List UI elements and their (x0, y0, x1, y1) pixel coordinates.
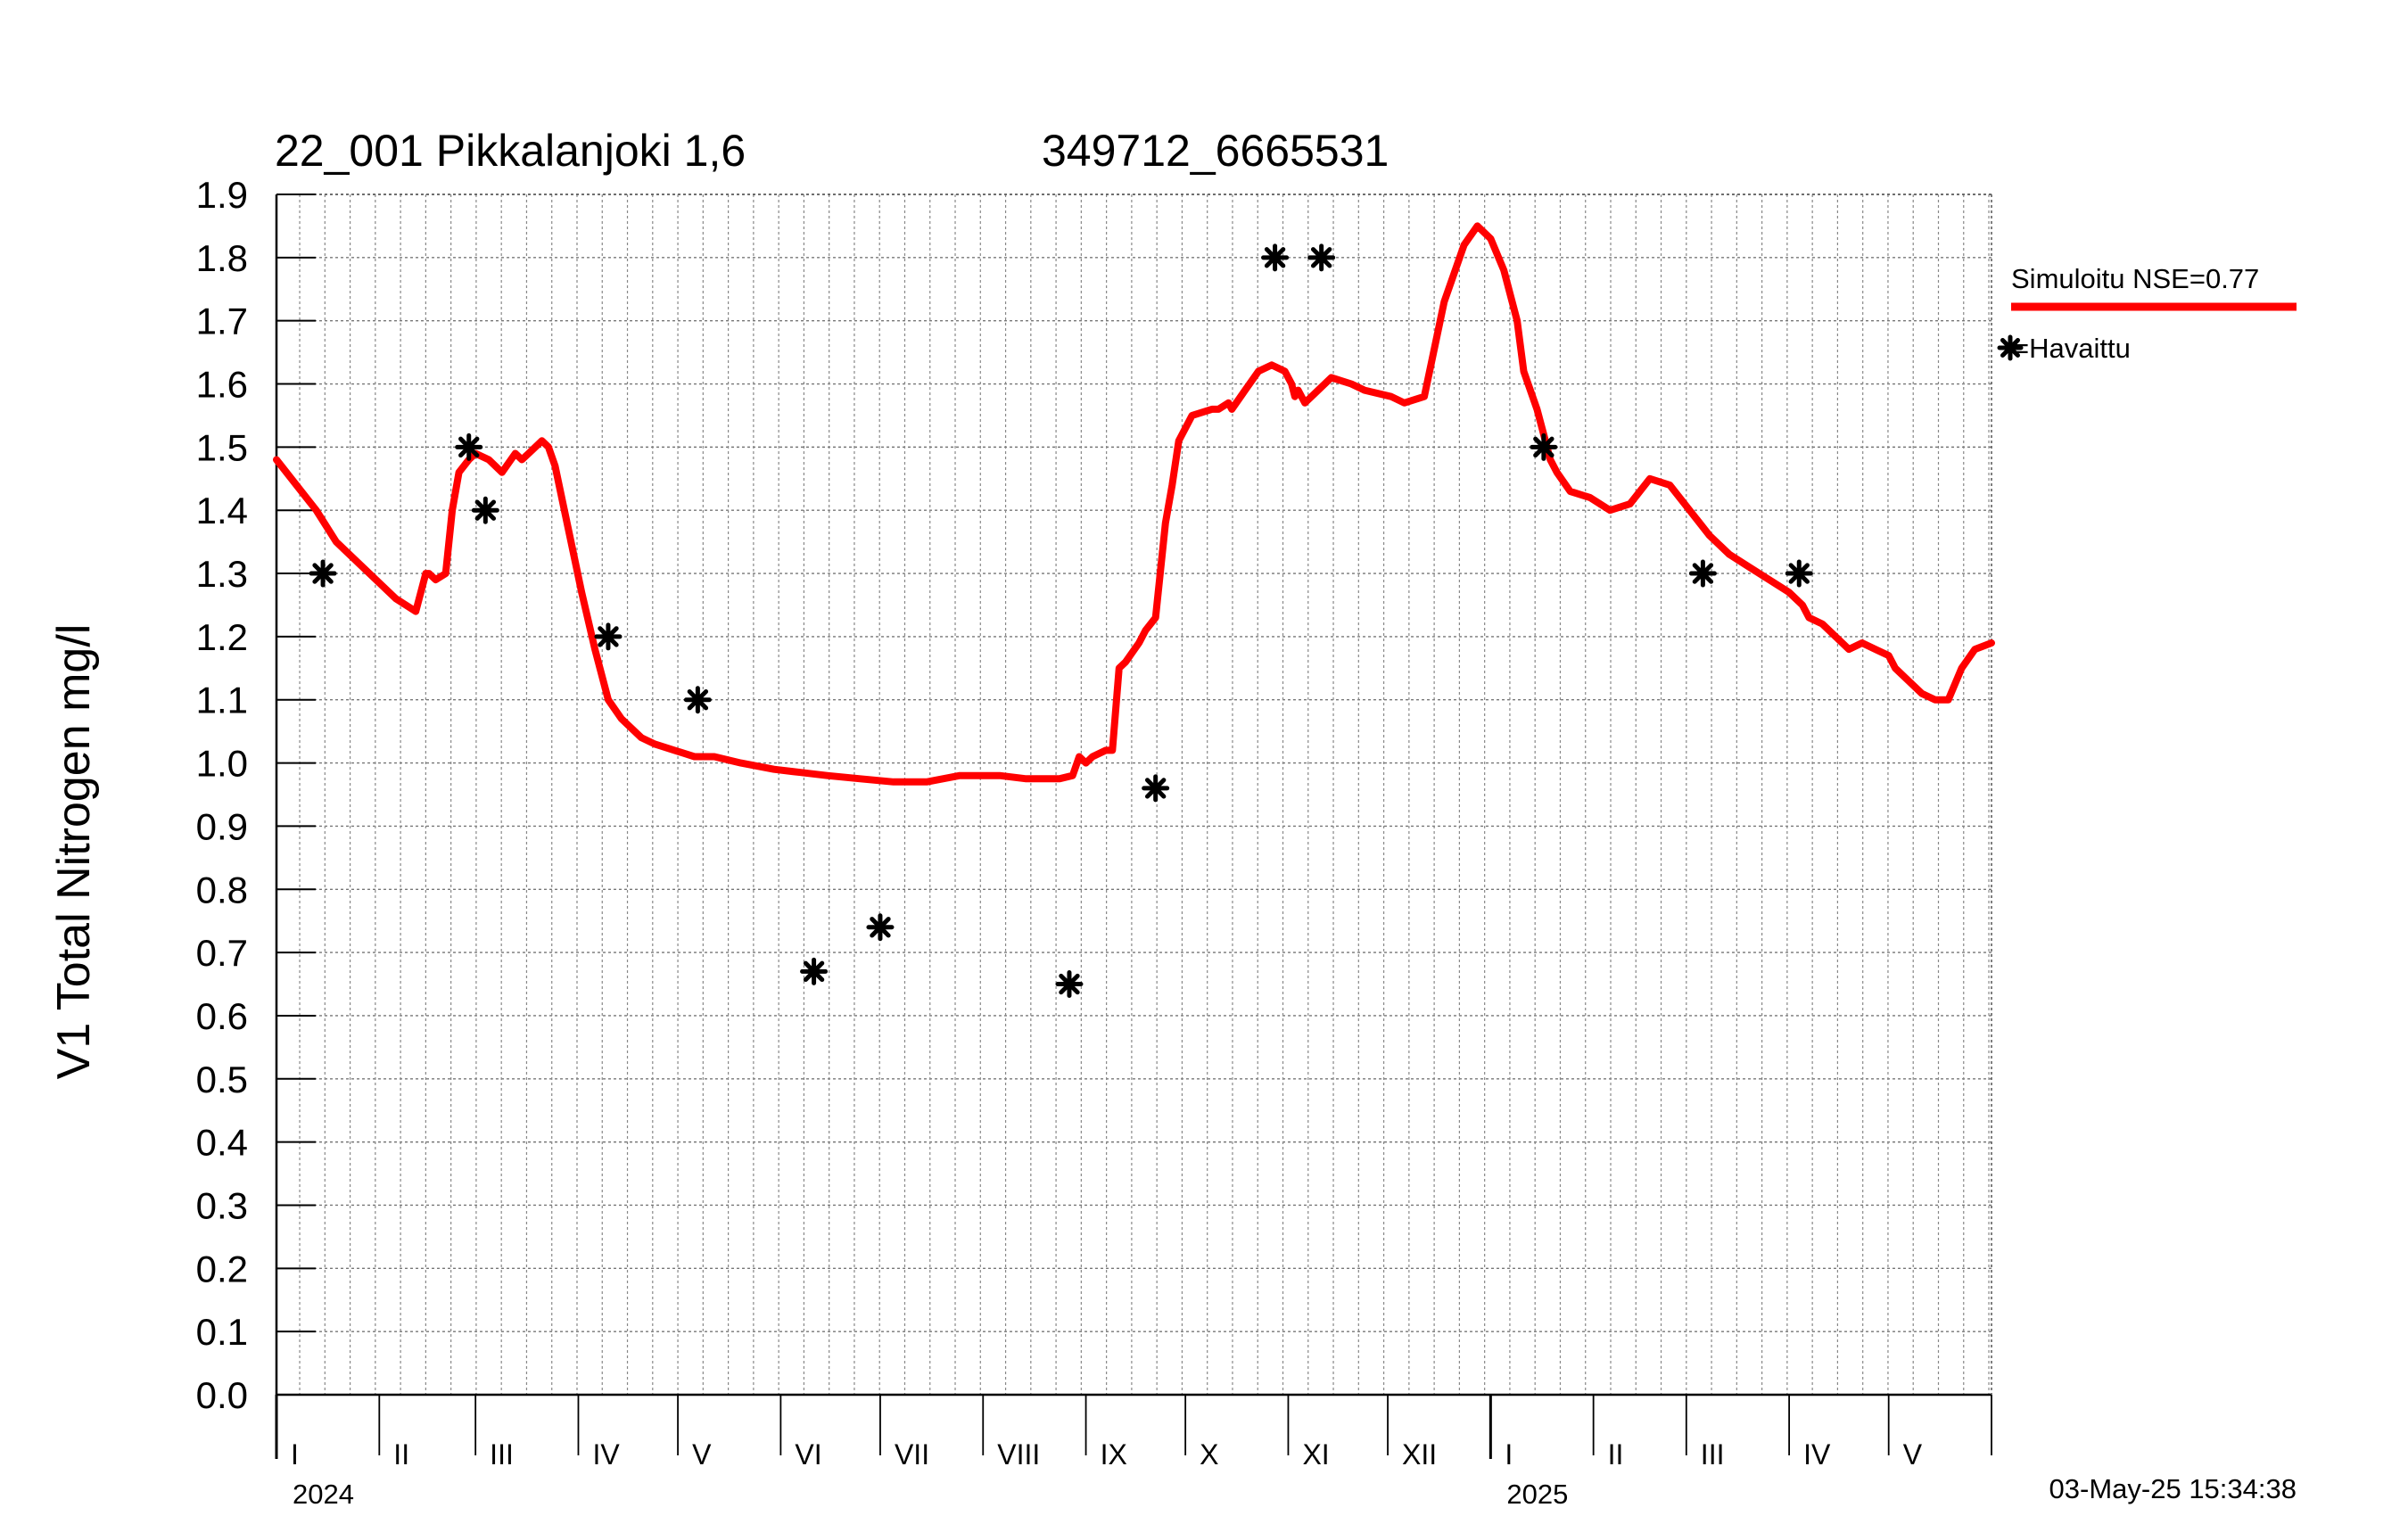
observed-point (866, 913, 895, 942)
month-label: IV (1803, 1438, 1831, 1471)
y-tick-label: 0.4 (196, 1122, 248, 1164)
month-label: IV (592, 1438, 620, 1471)
observed-point (800, 957, 829, 985)
month-label: VIII (997, 1438, 1040, 1471)
y-tick-label: 1.8 (196, 237, 248, 279)
observed-point (683, 686, 712, 714)
month-label: I (1505, 1438, 1513, 1471)
y-tick-label: 0.0 (196, 1374, 248, 1416)
y-tick-label: 1.1 (196, 680, 248, 721)
month-label: XI (1302, 1438, 1329, 1471)
y-tick-label: 0.9 (196, 805, 248, 847)
plot-frame (275, 194, 1992, 1397)
y-tick-label: 0.1 (196, 1311, 248, 1353)
month-label: II (1608, 1438, 1624, 1471)
year-label: 2024 (293, 1479, 354, 1510)
month-label: IX (1101, 1438, 1127, 1471)
series-layer (273, 222, 1995, 999)
month-label: V (1903, 1438, 1923, 1471)
y-axis-ticks: 0.0 0.1 0.2 0.3 0.4 0.5 0.6 0.7 0.8 0.9 1.0 1.1 1.2 1… (196, 174, 316, 1416)
month-label: V (692, 1438, 712, 1471)
observed-point (1688, 559, 1717, 588)
observed-point (1307, 243, 1336, 272)
y-tick-label: 1.2 (196, 616, 248, 658)
y-tick-label: 0.3 (196, 1184, 248, 1226)
legend-asterisk-icon (1997, 334, 2024, 361)
month-label: VI (795, 1438, 821, 1471)
timestamp: 03-May-25 15:34:38 (2049, 1473, 2297, 1504)
month-label: X (1200, 1438, 1218, 1471)
month-label: III (1701, 1438, 1725, 1471)
observed-point (1785, 559, 1813, 588)
y-tick-label: 1.7 (196, 301, 248, 342)
month-label: VII (895, 1438, 929, 1471)
observed-point (455, 433, 483, 461)
observed-point (309, 559, 337, 588)
y-tick-label: 0.7 (196, 932, 248, 974)
legend-label-simulated: Simuloitu NSE=0.77 (2011, 263, 2259, 294)
observed-point (1261, 243, 1290, 272)
y-tick-label: 0.6 (196, 995, 248, 1037)
observed-point (471, 496, 499, 524)
series-line-simulated (273, 222, 1995, 786)
y-tick-label: 1.9 (196, 174, 248, 216)
month-label: III (490, 1438, 514, 1471)
y-tick-label: 0.8 (196, 869, 248, 910)
month-label: XII (1402, 1438, 1437, 1471)
y-tick-label: 0.5 (196, 1059, 248, 1100)
legend: Simuloitu NSE=0.77 =Havaittu (1997, 263, 2297, 364)
chart-title-left: 22_001 Pikkalanjoki 1,6 (275, 126, 746, 176)
observed-point (1142, 774, 1170, 803)
y-tick-label: 1.6 (196, 364, 248, 406)
y-tick-label: 1.4 (196, 490, 248, 531)
month-label: I (291, 1438, 299, 1471)
y-tick-label: 1.3 (196, 553, 248, 595)
legend-marker-observed (1997, 334, 2024, 361)
observed-point (1530, 433, 1558, 461)
y-tick-label: 1.0 (196, 743, 248, 785)
month-label: II (393, 1438, 409, 1471)
y-tick-label: 1.5 (196, 426, 248, 468)
y-axis-label: V1 Total Nitrogen mg/l (48, 624, 100, 1080)
y-tick-label: 0.2 (196, 1248, 248, 1289)
legend-label-observed: =Havaittu (2013, 333, 2131, 364)
year-label: 2025 (1506, 1479, 1568, 1510)
observed-point (594, 622, 623, 651)
observed-point (1055, 970, 1084, 999)
chart-title-right: 349712_6665531 (1042, 126, 1389, 176)
grid-lines (276, 194, 1992, 1396)
